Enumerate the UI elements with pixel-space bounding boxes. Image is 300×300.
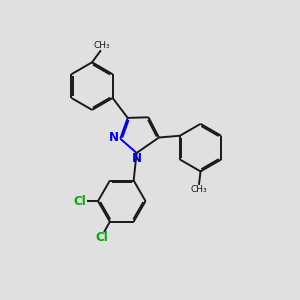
Text: N: N [109,131,119,144]
Text: Cl: Cl [96,231,109,244]
Text: Cl: Cl [74,195,86,208]
Text: CH₃: CH₃ [191,185,207,194]
Text: CH₃: CH₃ [93,41,110,50]
Text: N: N [132,152,142,165]
